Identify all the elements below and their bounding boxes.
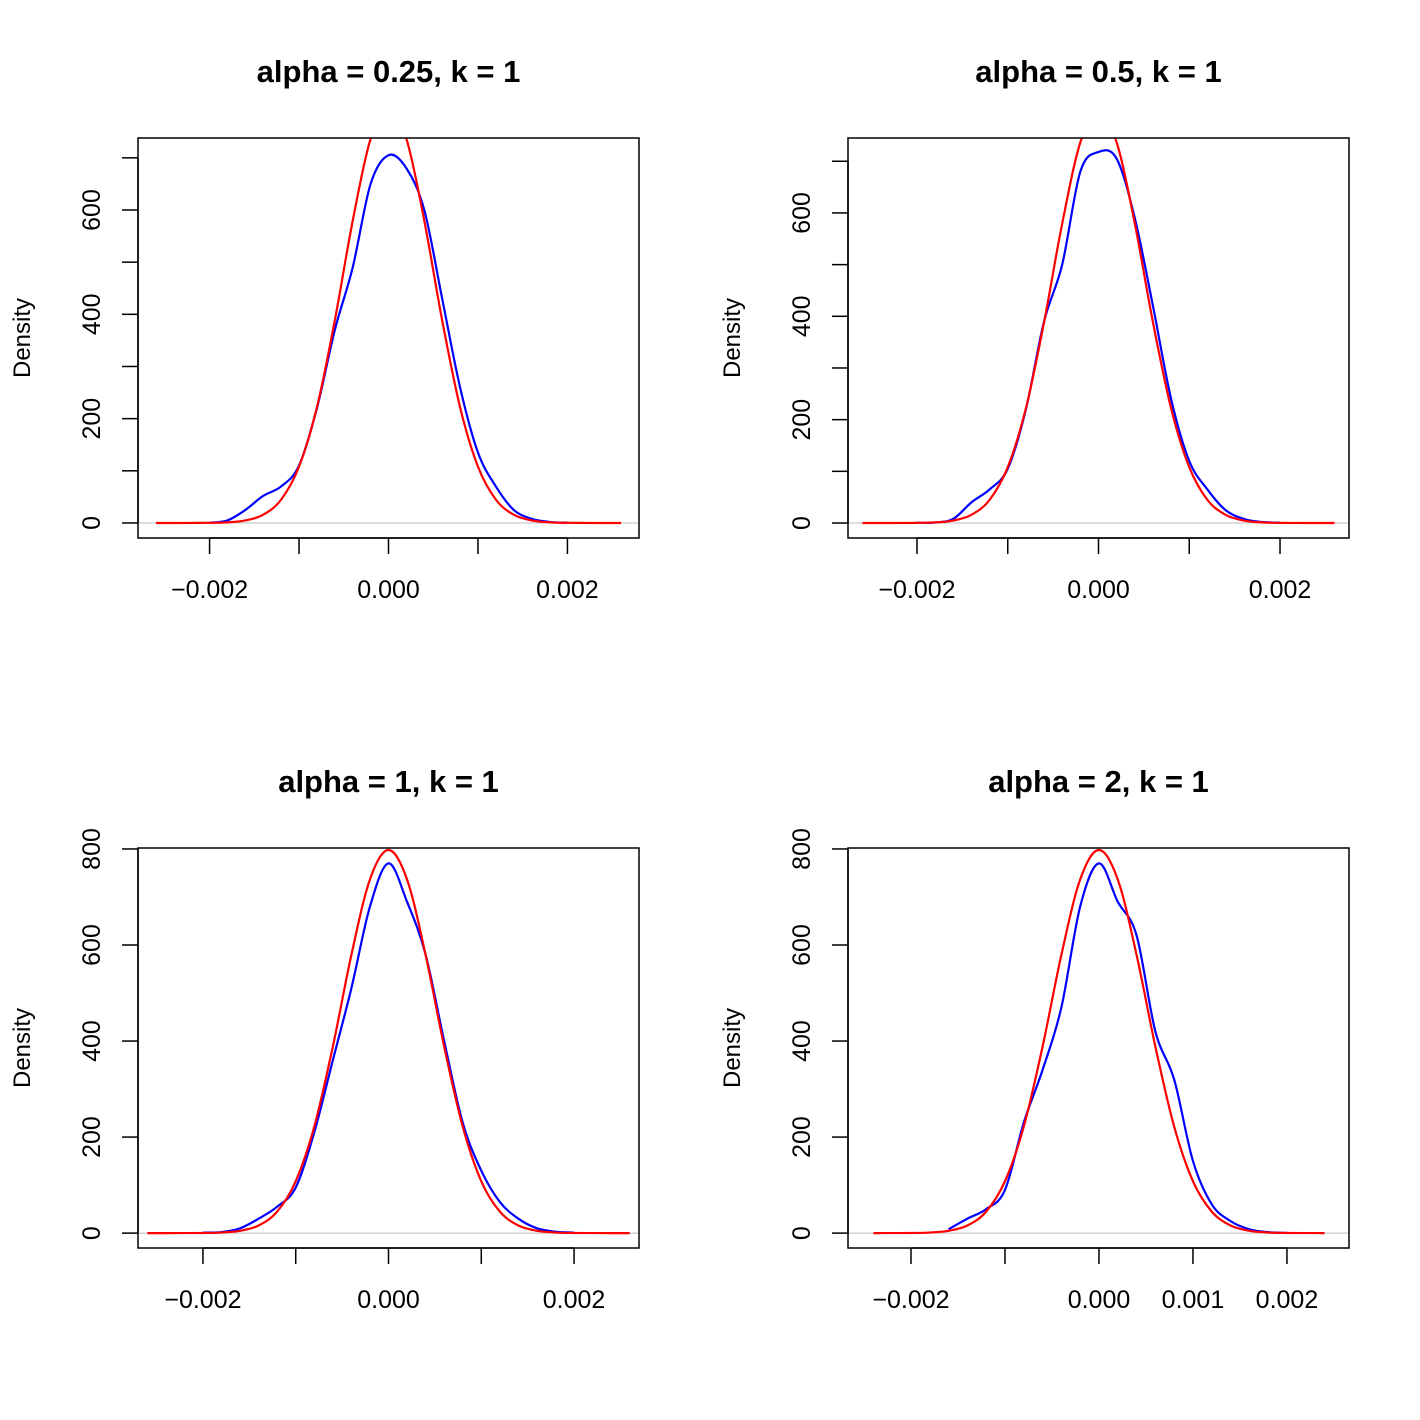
x-tick-label: −0.002 [171, 576, 248, 604]
x-tick-label: −0.002 [878, 576, 955, 604]
y-tick-label: 600 [78, 924, 106, 966]
panel: alpha = 1, k = 1 Density −0.002 0.000 0.002 0… [9, 764, 640, 1314]
y-tick-label: 0 [78, 516, 106, 530]
x-tick-label: 0.002 [1256, 1286, 1319, 1314]
x-tick-label: 0.002 [536, 576, 599, 604]
density-line [873, 848, 1325, 1235]
y-tick-label: 0 [788, 1226, 816, 1240]
y-tick-label: 200 [788, 1116, 816, 1158]
y-axis-title: Density [719, 298, 746, 378]
y-tick-label: 200 [78, 1116, 106, 1158]
y-tick-label: 400 [78, 293, 106, 335]
y-tick-label: 400 [788, 295, 816, 337]
plot-area [862, 138, 1335, 525]
y-axis-title: Density [9, 298, 36, 378]
chart-title: alpha = 1, k = 1 [278, 764, 499, 799]
y-tick-label: 200 [788, 399, 816, 441]
y-tick-label: 400 [788, 1020, 816, 1062]
y-tick-label: 600 [78, 189, 106, 231]
y-tick-label: 600 [788, 924, 816, 966]
density-line [155, 138, 622, 525]
y-tick-label: 800 [78, 828, 106, 870]
x-tick-label: 0.002 [543, 1286, 606, 1314]
chart-title: alpha = 0.5, k = 1 [975, 54, 1221, 89]
density-line [948, 862, 1288, 1234]
plot-frame [137, 847, 640, 1249]
y-tick-label: 0 [78, 1226, 106, 1240]
y-axis-title: Density [9, 1008, 36, 1088]
x-tick-label: 0.001 [1162, 1286, 1225, 1314]
x-tick-label: 0.000 [357, 576, 420, 604]
x-tick-label: 0.000 [357, 1286, 420, 1314]
y-tick-label: 0 [788, 516, 816, 530]
x-tick-label: 0.000 [1067, 576, 1130, 604]
plot-area [873, 848, 1325, 1235]
plot-area [147, 848, 630, 1235]
panel: alpha = 0.5, k = 1 Density −0.002 0.000 0.00… [719, 54, 1350, 604]
panel: alpha = 2, k = 1 Density −0.002 0.000 0.001 0… [719, 764, 1350, 1314]
density-line [202, 862, 575, 1234]
plot-frame [847, 847, 1350, 1249]
x-tick-label: −0.002 [872, 1286, 949, 1314]
y-tick-label: 600 [788, 192, 816, 234]
chart-title: alpha = 0.25, k = 1 [257, 54, 521, 89]
plot-frame [137, 137, 640, 539]
density-line [147, 848, 630, 1235]
density-line [862, 138, 1335, 525]
x-tick-label: 0.000 [1068, 1286, 1131, 1314]
chart-title: alpha = 2, k = 1 [988, 764, 1209, 799]
panel: alpha = 0.25, k = 1 Density −0.002 0.000 0.0… [9, 54, 640, 604]
y-tick-label: 400 [78, 1020, 106, 1062]
x-tick-label: −0.002 [164, 1286, 241, 1314]
x-tick-label: 0.002 [1249, 576, 1312, 604]
y-tick-label: 200 [78, 398, 106, 440]
plot-frame [847, 137, 1350, 539]
plot-area [155, 138, 622, 525]
y-axis-title: Density [719, 1008, 746, 1088]
density-line [916, 149, 1281, 524]
density-line [209, 153, 568, 524]
y-tick-label: 800 [788, 828, 816, 870]
